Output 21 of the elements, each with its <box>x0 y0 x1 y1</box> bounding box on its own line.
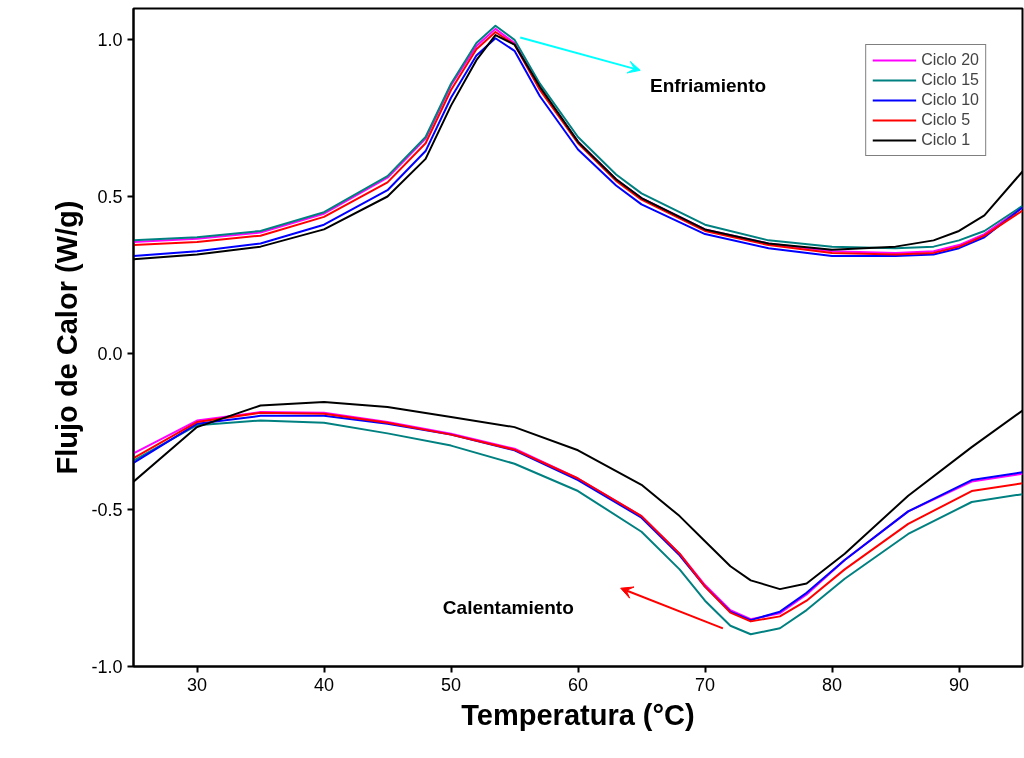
legend-label: Ciclo 10 <box>921 91 979 109</box>
x-tick-label: 50 <box>440 674 462 695</box>
y-tick-label: -0.5 <box>91 500 123 521</box>
annotation: Calentamiento <box>442 596 574 618</box>
x-axis-title: Temperatura (°C) <box>461 698 695 731</box>
x-tick-label: 40 <box>313 674 335 695</box>
x-tick-label: 60 <box>567 674 589 695</box>
x-tick-label: 80 <box>821 674 843 695</box>
y-tick-label: 1.0 <box>97 30 123 51</box>
annotation: Enfriamiento <box>650 74 767 96</box>
legend-label: Ciclo 5 <box>921 111 971 129</box>
y-tick-label: 0.0 <box>97 343 123 364</box>
x-tick-label: 70 <box>694 674 716 695</box>
y-tick-label: 0.5 <box>97 187 123 207</box>
y-tick-label: -1.0 <box>91 657 123 677</box>
y-axis-title: Flujo de Calor (W/g) <box>51 200 84 475</box>
legend-label: Ciclo 20 <box>921 51 979 69</box>
legend-label: Ciclo 1 <box>921 131 971 149</box>
x-tick-label: 30 <box>186 674 208 695</box>
x-tick-label: 90 <box>948 674 970 695</box>
legend-label: Ciclo 15 <box>921 71 979 89</box>
